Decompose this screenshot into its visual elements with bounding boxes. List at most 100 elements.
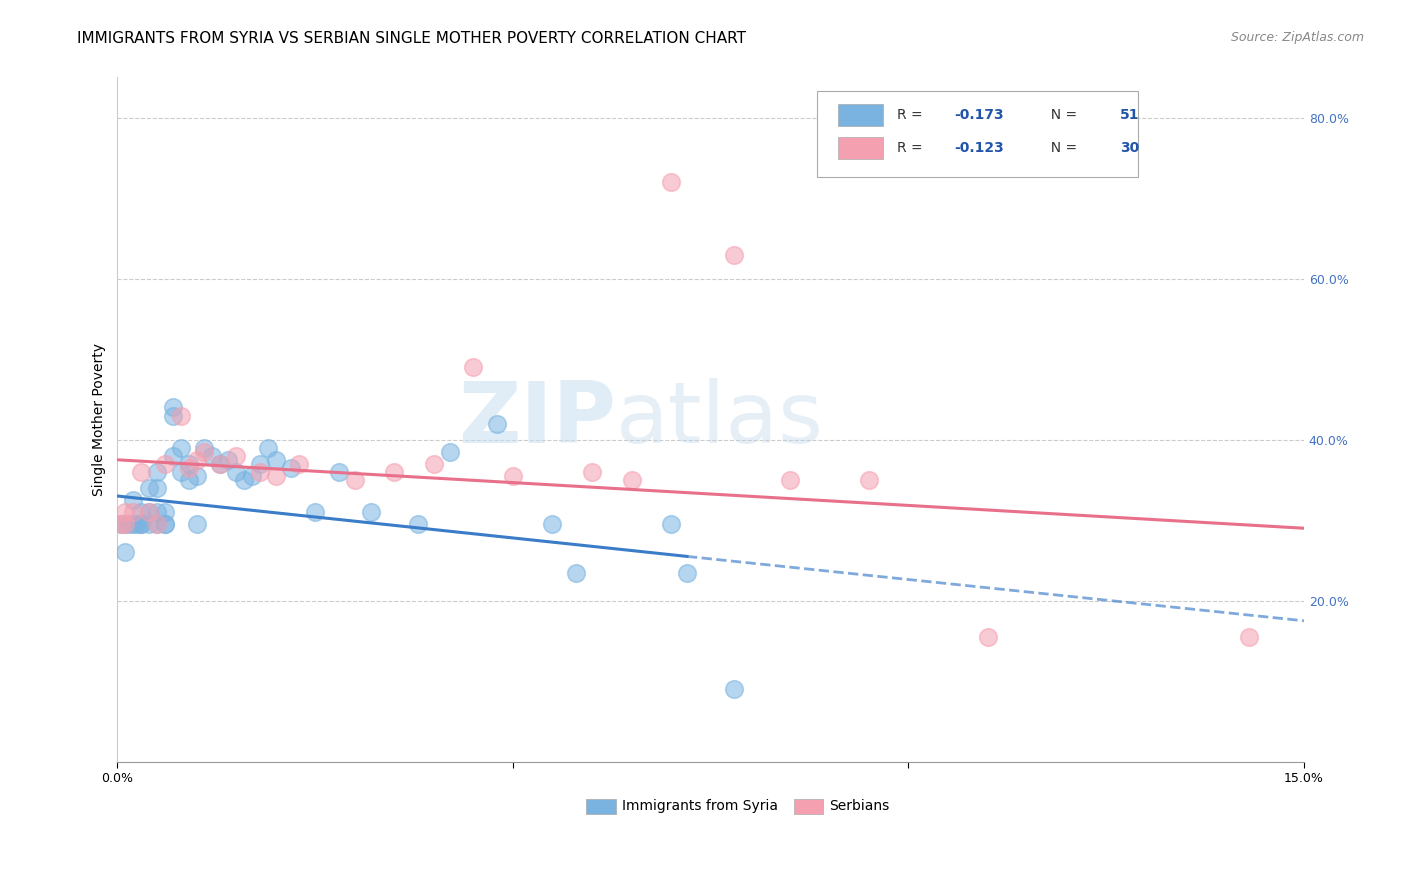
Point <box>122 517 145 532</box>
Point <box>162 409 184 423</box>
Point <box>723 682 745 697</box>
Point <box>858 473 880 487</box>
Point <box>620 473 643 487</box>
Point <box>217 452 239 467</box>
Point <box>114 545 136 559</box>
Text: 30: 30 <box>1121 141 1139 155</box>
Text: IMMIGRANTS FROM SYRIA VS SERBIAN SINGLE MOTHER POVERTY CORRELATION CHART: IMMIGRANTS FROM SYRIA VS SERBIAN SINGLE … <box>77 31 747 46</box>
Point <box>201 449 224 463</box>
Text: -0.173: -0.173 <box>953 108 1004 122</box>
Point <box>280 461 302 475</box>
Point <box>659 175 682 189</box>
Point <box>129 465 152 479</box>
Point <box>146 517 169 532</box>
Point <box>193 444 215 458</box>
Point <box>129 517 152 532</box>
Point <box>723 247 745 261</box>
Text: N =: N = <box>1042 108 1081 122</box>
Point <box>146 481 169 495</box>
Text: 51: 51 <box>1121 108 1139 122</box>
Bar <box>794 799 824 814</box>
Point <box>110 517 132 532</box>
Bar <box>838 104 883 126</box>
Point <box>360 505 382 519</box>
Text: N =: N = <box>1042 141 1081 155</box>
Point <box>343 473 366 487</box>
Point <box>779 473 801 487</box>
Point <box>138 517 160 532</box>
Point <box>233 473 256 487</box>
Point <box>240 469 263 483</box>
Point <box>162 449 184 463</box>
Point <box>565 566 588 580</box>
Point <box>209 457 232 471</box>
Point <box>146 517 169 532</box>
Point <box>138 505 160 519</box>
FancyBboxPatch shape <box>817 91 1137 177</box>
Point <box>127 517 149 532</box>
Text: Serbians: Serbians <box>830 799 890 814</box>
Point <box>177 473 200 487</box>
Bar <box>586 799 616 814</box>
Point <box>153 517 176 532</box>
Point <box>114 505 136 519</box>
Point <box>153 457 176 471</box>
Point <box>676 566 699 580</box>
Text: R =: R = <box>897 141 927 155</box>
Point <box>256 441 278 455</box>
Point <box>122 505 145 519</box>
Point <box>146 505 169 519</box>
Point <box>193 441 215 455</box>
Point <box>264 452 287 467</box>
Point <box>225 449 247 463</box>
Point <box>439 444 461 458</box>
Text: R =: R = <box>897 108 927 122</box>
Point <box>249 465 271 479</box>
Point <box>122 493 145 508</box>
Text: atlas: atlas <box>616 378 824 461</box>
Text: ZIP: ZIP <box>458 378 616 461</box>
Point <box>186 517 208 532</box>
Point <box>581 465 603 479</box>
Point <box>976 630 998 644</box>
Text: Source: ZipAtlas.com: Source: ZipAtlas.com <box>1230 31 1364 45</box>
Point <box>170 465 193 479</box>
Point <box>170 441 193 455</box>
Point <box>114 517 136 532</box>
Point <box>423 457 446 471</box>
Point <box>502 469 524 483</box>
Point <box>153 505 176 519</box>
Point <box>186 452 208 467</box>
Point <box>382 465 405 479</box>
Point <box>138 481 160 495</box>
Point <box>114 517 136 532</box>
Point <box>225 465 247 479</box>
Point <box>162 401 184 415</box>
Point <box>659 517 682 532</box>
Point <box>177 457 200 471</box>
Point <box>209 457 232 471</box>
Point <box>138 505 160 519</box>
Point <box>177 461 200 475</box>
Point <box>129 505 152 519</box>
Bar <box>838 137 883 159</box>
Point <box>288 457 311 471</box>
Point <box>129 517 152 532</box>
Point <box>110 517 132 532</box>
Text: -0.123: -0.123 <box>953 141 1004 155</box>
Point <box>153 517 176 532</box>
Point <box>406 517 429 532</box>
Point <box>186 469 208 483</box>
Point <box>249 457 271 471</box>
Point <box>486 417 509 431</box>
Point <box>264 469 287 483</box>
Text: Immigrants from Syria: Immigrants from Syria <box>621 799 778 814</box>
Point <box>328 465 350 479</box>
Point <box>146 465 169 479</box>
Point <box>1237 630 1260 644</box>
Point <box>541 517 564 532</box>
Point <box>463 360 485 375</box>
Point <box>304 505 326 519</box>
Point <box>118 517 141 532</box>
Point <box>170 409 193 423</box>
